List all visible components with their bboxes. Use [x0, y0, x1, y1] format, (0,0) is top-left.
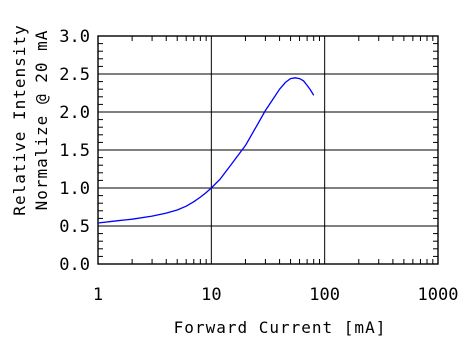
series-line	[97, 77, 315, 224]
x-tick-label: 1	[93, 285, 103, 305]
x-tick-label: 1000	[418, 285, 459, 305]
y-tick-label: 2.0	[59, 103, 90, 123]
y-tick-label: 0.5	[59, 217, 90, 237]
grid	[97, 35, 439, 265]
y-tick-label: 0.0	[59, 255, 90, 275]
y-tick-label: 1.0	[59, 179, 90, 199]
x-tick-labels: 1 10 100 1000	[93, 285, 459, 305]
y-tick-label: 2.5	[59, 65, 90, 85]
y-tick-labels: 0.0 0.5 1.0 1.5 2.0 2.5 3.0	[59, 27, 90, 275]
x-tick-label: 100	[309, 285, 340, 305]
y-axis-title-line-1: Relative Intensity	[10, 24, 29, 215]
y-tick-label: 3.0	[59, 27, 90, 47]
x-axis-title: Forward Current [mA]	[174, 318, 387, 337]
x-tick-label: 10	[201, 285, 221, 305]
y-tick-label: 1.5	[59, 141, 90, 161]
series-layer	[97, 77, 315, 224]
minor-ticks	[98, 35, 438, 265]
y-axis-title-line-2: Normalize @ 20 mA	[32, 30, 51, 211]
